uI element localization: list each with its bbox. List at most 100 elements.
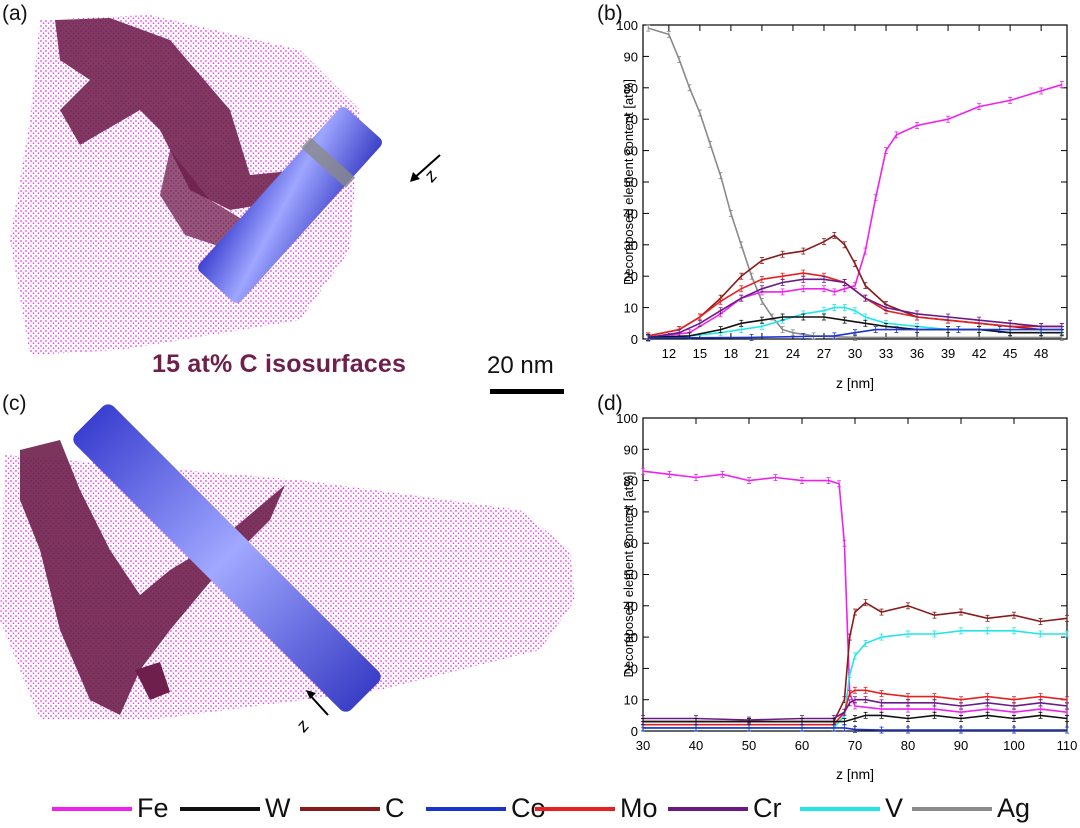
y-tick-label: 50 xyxy=(624,568,638,583)
data-point-c xyxy=(842,241,847,249)
series-line-cr xyxy=(643,698,1068,721)
data-point-mo xyxy=(946,316,951,324)
x-tick-label: 18 xyxy=(724,346,738,361)
legend-swatch xyxy=(535,807,615,811)
data-point-fe xyxy=(826,477,831,485)
data-point-cr xyxy=(884,304,889,312)
series-line-v xyxy=(643,629,1067,729)
data-point-c xyxy=(832,231,837,239)
data-point-c xyxy=(1008,323,1013,330)
series-line-w xyxy=(648,316,1062,339)
data-point-cr xyxy=(759,285,764,293)
data-point-cr xyxy=(1039,323,1044,330)
data-point-fe xyxy=(894,131,899,139)
data-point-w xyxy=(1038,711,1043,719)
data-point-mo xyxy=(759,275,764,283)
x-tick-label: 60 xyxy=(795,738,809,753)
data-point-co xyxy=(749,334,754,341)
data-point-cr xyxy=(842,279,847,286)
data-point-cr xyxy=(959,702,963,710)
legend-swatch xyxy=(800,807,880,811)
x-tick-label: 15 xyxy=(693,346,707,361)
data-point-w xyxy=(821,313,826,321)
data-point-mo xyxy=(677,326,682,333)
plot-frame xyxy=(642,24,1068,340)
data-point-fe xyxy=(873,194,878,202)
series-line-fe xyxy=(648,83,1063,339)
data-point-cr xyxy=(1012,702,1016,710)
series-line-w xyxy=(643,714,1068,723)
x-axis-label: z [nm] xyxy=(836,375,874,391)
data-point-w xyxy=(842,316,847,324)
data-point-cr xyxy=(915,310,920,318)
data-point-ag xyxy=(780,326,785,333)
data-point-fe xyxy=(739,294,744,302)
series-line-v xyxy=(648,306,1062,339)
data-point-w xyxy=(780,313,785,321)
y-tick-label: 20 xyxy=(624,269,638,284)
data-point-fe xyxy=(863,247,868,255)
data-point-w xyxy=(842,718,847,726)
data-point-w xyxy=(863,711,868,719)
data-point-cr xyxy=(780,279,785,286)
x-tick-label: 33 xyxy=(879,346,893,361)
data-point-fe xyxy=(1039,87,1044,95)
data-point-mo xyxy=(863,294,868,302)
data-point-v xyxy=(1039,329,1044,337)
data-point-mo xyxy=(842,279,847,286)
x-tick-label: 50 xyxy=(742,738,756,753)
y-tick-label: 60 xyxy=(624,144,638,159)
data-point-co xyxy=(853,726,857,733)
data-point-v xyxy=(915,323,920,330)
data-point-c xyxy=(694,718,698,726)
data-point-fe xyxy=(842,285,847,293)
scale-bar xyxy=(490,389,564,394)
isosurface xyxy=(20,440,285,715)
data-point-mo xyxy=(842,708,847,716)
legend-swatch xyxy=(180,807,260,811)
data-point-cr xyxy=(932,699,937,707)
legend-label: Fe xyxy=(137,793,169,823)
data-point-cr xyxy=(718,307,723,315)
data-point-v xyxy=(832,304,837,312)
data-point-ag xyxy=(770,313,775,321)
panel-label-d: (d) xyxy=(597,392,623,415)
data-point-cr xyxy=(847,699,852,707)
data-point-co xyxy=(641,724,645,732)
legend-swatch xyxy=(52,807,132,811)
data-point-mo xyxy=(801,269,806,277)
scale-bar-label: 20 nm xyxy=(487,352,554,379)
data-point-c xyxy=(759,257,764,264)
data-point-fe xyxy=(853,282,857,290)
data-point-cr xyxy=(853,696,857,704)
data-point-fe xyxy=(853,702,857,710)
data-point-co xyxy=(997,326,1002,333)
x-tick-label: 70 xyxy=(848,738,862,753)
data-point-co xyxy=(646,334,651,342)
data-point-mo xyxy=(884,307,889,315)
data-point-mo xyxy=(697,313,702,321)
data-point-fe xyxy=(985,705,990,713)
x-tick-label: 42 xyxy=(972,346,986,361)
data-point-co xyxy=(1059,326,1064,333)
data-point-c xyxy=(863,282,868,290)
data-point-mo xyxy=(821,272,826,280)
data-point-fe xyxy=(718,310,723,318)
data-point-mo xyxy=(853,686,857,694)
x-tick-label: 12 xyxy=(662,346,676,361)
data-point-v xyxy=(641,724,645,732)
data-point-w xyxy=(739,319,744,327)
series-line-c xyxy=(643,601,1068,723)
data-point-mo xyxy=(1065,696,1069,704)
legend-label: C xyxy=(385,793,405,823)
data-point-ag xyxy=(718,172,723,180)
data-point-cr xyxy=(694,715,698,722)
data-point-c xyxy=(946,316,951,324)
data-point-w xyxy=(718,326,723,333)
z-arrow-label: z xyxy=(291,716,313,737)
data-point-v xyxy=(800,724,804,732)
data-point-ag xyxy=(697,109,702,117)
data-point-fe xyxy=(821,285,826,293)
data-point-fe xyxy=(646,334,651,341)
data-point-co xyxy=(906,726,910,734)
